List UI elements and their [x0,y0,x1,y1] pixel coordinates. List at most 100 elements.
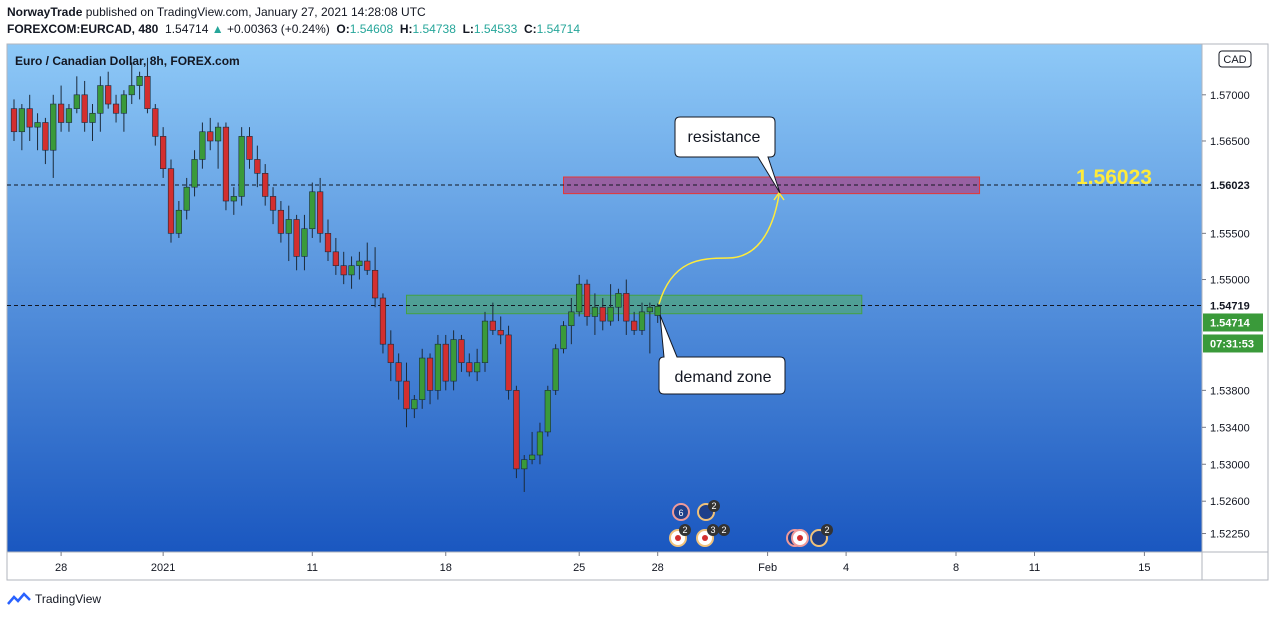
candle [552,344,559,395]
candle-body [379,297,387,345]
event-marker[interactable]: 2 [697,500,720,521]
resistance-callout-text: resistance [688,129,761,146]
candle-body [152,108,159,137]
x-tick-label: 4 [843,562,849,574]
candle [364,242,371,275]
demand-callout[interactable]: demand zone [658,314,786,395]
candle [120,90,127,132]
resistance-callout[interactable]: resistance [674,116,781,194]
candle-body [269,196,277,211]
x-tick-label: 25 [573,562,585,574]
candle [607,284,614,326]
candle-body [419,357,426,400]
candle [152,104,159,146]
candle-body [191,159,198,188]
demand-callout-text: demand zone [675,369,772,386]
candle [371,247,379,308]
currency-badge[interactable]: CAD [1218,50,1252,68]
candle-body [560,325,567,350]
candle [591,293,598,335]
candle-body [356,260,363,266]
close-value: 1.54714 [536,22,581,36]
x-tick-label: 28 [652,562,664,574]
resistance-price-label: 1.56023 [1076,166,1152,189]
time-scale-background[interactable] [7,552,1268,580]
price-scale-label[interactable]: 07:31:53 [1203,334,1263,353]
event-marker[interactable]: 2 [810,524,833,547]
candle-body [65,108,73,123]
y-tick-label: 1.53400 [1210,422,1250,434]
candle-body [387,343,394,363]
candle [576,274,583,317]
open-value: 1.54608 [349,22,394,36]
candle [481,311,489,372]
price-scale-label[interactable]: 1.54714 [1203,313,1263,332]
candle [73,76,80,114]
price-scale-label-text: 1.54714 [1210,317,1251,329]
candle [50,94,57,178]
candle [269,187,277,225]
candle-body [128,85,135,96]
candle [309,182,316,238]
price-scale-label[interactable]: 1.56023 [1203,176,1263,195]
event-markers[interactable]: 6 2 2 3 2 2 [669,500,833,547]
publisher-name[interactable]: NorwayTrade [7,5,83,19]
candle-body [623,293,630,322]
y-tick-label: 1.52250 [1210,529,1250,541]
candle [623,279,630,335]
candle-body [583,283,591,317]
candle-body [34,122,41,128]
low-label: L: [462,22,474,36]
event-marker[interactable]: 3 2 [696,524,730,547]
candle-body [246,136,253,160]
candle-body [607,306,614,322]
svg-text:3: 3 [710,525,715,535]
price-scale-label-text: 1.54719 [1210,300,1250,312]
candle [183,177,190,220]
candle-body [599,306,606,322]
price-scale-label-text: 1.56023 [1210,180,1250,192]
footer-brand[interactable]: TradingView [35,592,102,606]
candle [489,302,496,335]
price-scale-label[interactable]: 1.54719 [1203,296,1263,315]
candle [144,57,151,114]
candle-body [505,334,512,391]
candle [615,288,622,322]
candle [160,127,167,178]
candle-body [42,122,49,151]
candle [262,164,269,206]
candle [356,251,363,280]
candle [497,316,504,345]
candle [105,71,112,109]
candle-body [340,265,347,276]
candle [324,219,332,262]
high-value: 1.54738 [412,22,456,36]
event-marker[interactable]: 6 [672,503,690,521]
x-tick-label: 15 [1138,562,1150,574]
chart-title: Euro / Canadian Dollar, 8h, FOREX.com [15,54,240,68]
candle-body [26,108,33,128]
x-tick-label: 11 [307,562,318,574]
demand-zone[interactable] [406,294,863,315]
event-marker[interactable]: 2 [669,524,691,547]
candle-body [403,380,410,410]
tradingview-logo-icon[interactable] [7,592,31,606]
candle [505,325,512,400]
candle-body [646,306,653,313]
candle [112,94,120,123]
candle [442,334,449,391]
y-tick-label: 1.55500 [1210,228,1250,240]
candle-body [332,251,339,266]
symbol-line: FOREXCOM:EURCAD, 480 1.54714 ▲ +0.00363 … [7,22,580,36]
candle-body [215,126,222,142]
candle [474,348,481,382]
candle [332,237,339,275]
candle [57,85,65,132]
event-marker[interactable] [786,529,809,547]
candle [434,334,442,400]
x-tick-label: Feb [758,562,777,574]
candle-body [18,108,25,133]
currency-badge-label: CAD [1223,54,1246,66]
candle [528,431,536,465]
